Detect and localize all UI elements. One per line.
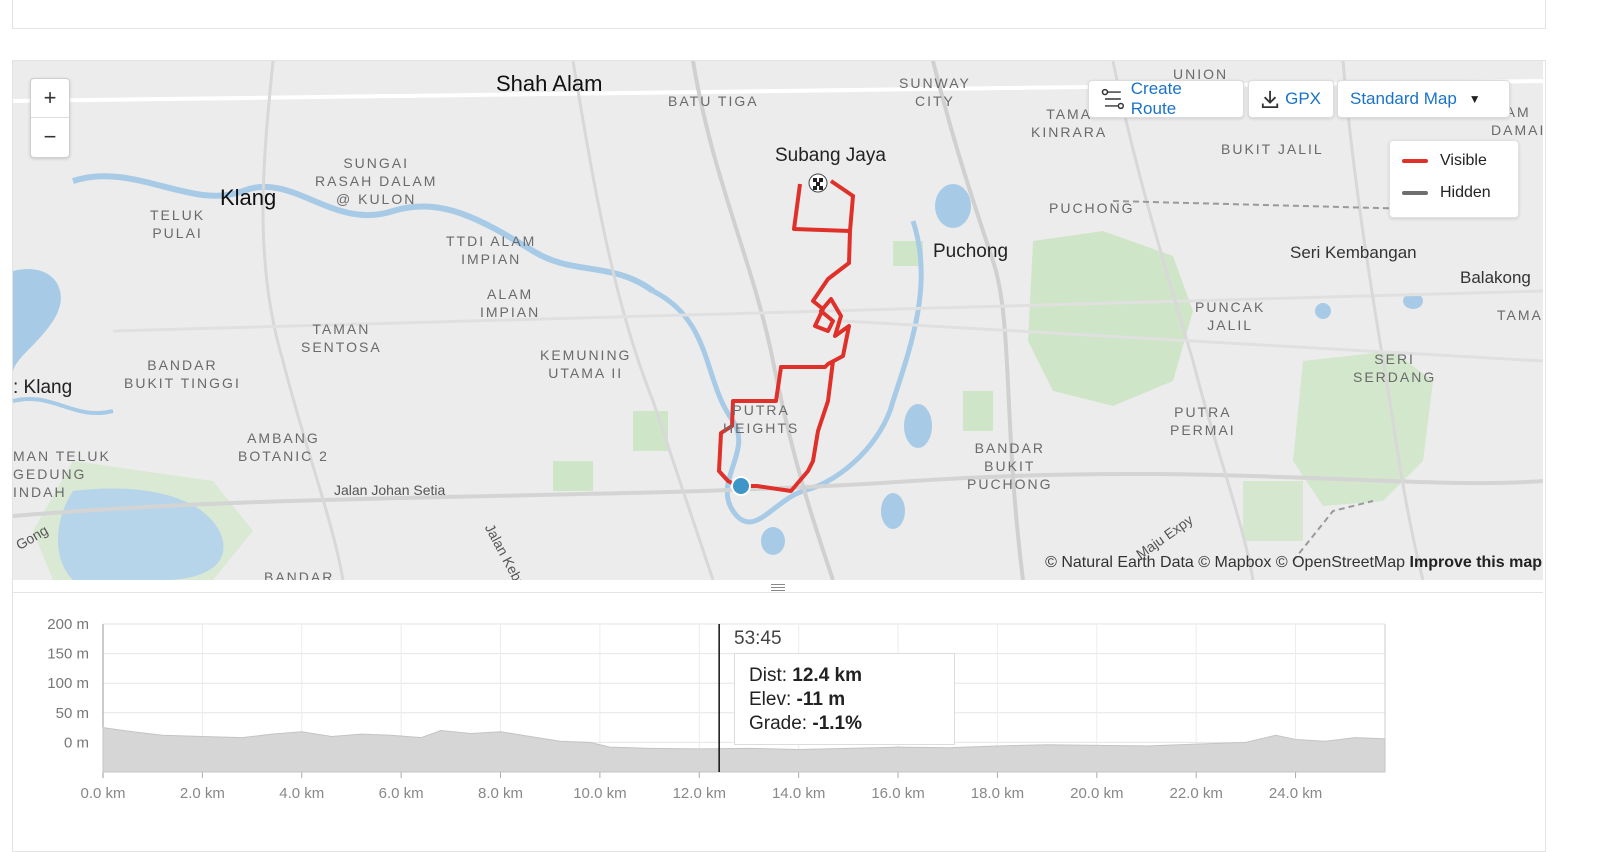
road-jalan-johan: Jalan Johan Setia <box>334 482 446 498</box>
map-attribution: © Natural Earth Data © Mapbox © OpenStre… <box>1045 554 1542 572</box>
elevation-tooltip: Dist: 12.4 km Elev: -11 m Grade: -1.1% <box>734 653 955 745</box>
zoom-in-button[interactable]: + <box>31 79 69 118</box>
x-tick-label: 22.0 km <box>1169 785 1222 802</box>
place-seri-serdang: SERI SERDANG <box>1353 351 1437 385</box>
place-teluk-pulai: TELUK PULAI <box>150 207 206 241</box>
map-chart-divider <box>13 592 1543 593</box>
x-tick-label: 24.0 km <box>1269 785 1322 802</box>
route-line <box>717 183 852 493</box>
y-tick-label: 0 m <box>64 734 89 751</box>
place-bandar-bottom: BANDAR <box>264 569 335 580</box>
legend-hidden[interactable]: Hidden <box>1402 183 1491 203</box>
download-icon <box>1261 90 1279 109</box>
place-kemuning: KEMUNING UTAMA II <box>540 347 632 381</box>
zoom-control: + − <box>30 78 70 158</box>
tooltip-dist-label: Dist: <box>749 665 787 686</box>
place-klang: Klang <box>220 185 277 210</box>
place-puchong-district: PUCHONG <box>1049 200 1135 216</box>
improve-map-link[interactable]: Improve this map <box>1409 554 1542 571</box>
map-style-dropdown[interactable]: Standard Map ▼ <box>1337 80 1510 118</box>
legend-hidden-label: Hidden <box>1440 184 1491 201</box>
place-shah-alam: Shah Alam <box>496 71 603 96</box>
legend-visible-label: Visible <box>1440 152 1487 169</box>
place-puncak-jalil: PUNCAK JALIL <box>1195 299 1266 333</box>
gpx-label: GPX <box>1285 89 1321 108</box>
x-tick-label: 16.0 km <box>871 785 924 802</box>
legend-hidden-swatch <box>1402 191 1428 195</box>
route-icon <box>1101 88 1125 110</box>
place-putra-heights: PUTRA HEIGHTS <box>723 402 800 436</box>
x-tick-label: 18.0 km <box>971 785 1024 802</box>
y-tick-label: 150 m <box>47 646 89 663</box>
create-route-label: Create Route <box>1130 79 1182 118</box>
place-seri-kembangan: Seri Kembangan <box>1290 243 1417 262</box>
x-tick-label: 2.0 km <box>180 785 225 802</box>
attribution-text[interactable]: © Natural Earth Data © Mapbox © OpenStre… <box>1045 554 1406 571</box>
place-ambang-botanic: AMBANG BOTANIC 2 <box>238 430 329 464</box>
place-tama-kinrara: TAMA KINRARA <box>1031 106 1108 140</box>
tooltip-grade-value: -1.1% <box>812 713 863 734</box>
tooltip-dist-value: 12.4 km <box>792 665 863 686</box>
place-puchong: Puchong <box>933 241 1009 262</box>
place-teluk-gedung: MAN TELUK GEDUNG INDAH <box>13 448 111 500</box>
place-sungai-rasah: SUNGAI RASAH DALAM @ KULON <box>315 155 438 207</box>
place-putra-permai: PUTRA PERMAI <box>1170 404 1236 438</box>
tooltip-grade-label: Grade: <box>749 713 808 734</box>
place-am-damai: AM DAMAI <box>1491 104 1543 138</box>
y-tick-label: 50 m <box>56 705 89 722</box>
x-tick-label: 4.0 km <box>279 785 324 802</box>
place-bandar-bukit-puchong: BANDAR BUKIT PUCHONG <box>967 440 1053 492</box>
map-style-label: Standard Map <box>1350 89 1457 108</box>
x-tick-label: 6.0 km <box>379 785 424 802</box>
tooltip-elev-label: Elev: <box>749 689 792 710</box>
place-taman-sentosa: TAMAN SENTOSA <box>301 321 382 355</box>
cursor-time: 53:45 <box>734 628 782 649</box>
place-tama: TAMA <box>1497 307 1543 323</box>
tooltip-elev-value: -11 m <box>796 689 846 710</box>
place-batu-tiga: BATU TIGA <box>668 93 759 109</box>
place-bandar-bukit-tinggi: BANDAR BUKIT TINGGI <box>124 357 241 391</box>
elevation-area <box>102 727 1386 773</box>
create-route-button[interactable]: Create Route <box>1088 79 1244 118</box>
legend-visible-swatch <box>1402 159 1428 163</box>
x-tick-label: 0.0 km <box>80 785 125 802</box>
y-tick-label: 200 m <box>47 616 89 633</box>
caret-down-icon: ▼ <box>1468 92 1481 106</box>
x-tick-label: 14.0 km <box>772 785 825 802</box>
gpx-download-button[interactable]: GPX <box>1248 80 1334 118</box>
place-subang-jaya: Subang Jaya <box>775 145 886 166</box>
top-card <box>12 0 1546 29</box>
place-alam-impian: ALAM IMPIAN <box>480 286 541 320</box>
place-port-klang: : Klang <box>13 377 73 398</box>
map-basemap <box>13 61 1543 580</box>
legend-visible[interactable]: Visible <box>1402 151 1487 171</box>
x-tick-label: 10.0 km <box>573 785 626 802</box>
x-tick-label: 20.0 km <box>1070 785 1123 802</box>
place-union: UNION <box>1173 66 1229 82</box>
place-bukit-jalil: BUKIT JALIL <box>1221 141 1324 157</box>
x-tick-label: 8.0 km <box>478 785 523 802</box>
x-tick-label: 12.0 km <box>673 785 726 802</box>
place-ttdi-alam: TTDI ALAM IMPIAN <box>446 233 537 267</box>
map-legend: Visible Hidden <box>1389 140 1519 218</box>
zoom-out-button[interactable]: − <box>43 124 57 149</box>
y-tick-label: 100 m <box>47 675 89 692</box>
place-balakong: Balakong <box>1460 268 1531 287</box>
route-map[interactable]: Shah Alam BATU TIGA SUNWAY CITY UNION TA… <box>13 61 1543 580</box>
resize-handle[interactable] <box>771 582 785 591</box>
place-sunway-city: SUNWAY CITY <box>899 75 971 109</box>
